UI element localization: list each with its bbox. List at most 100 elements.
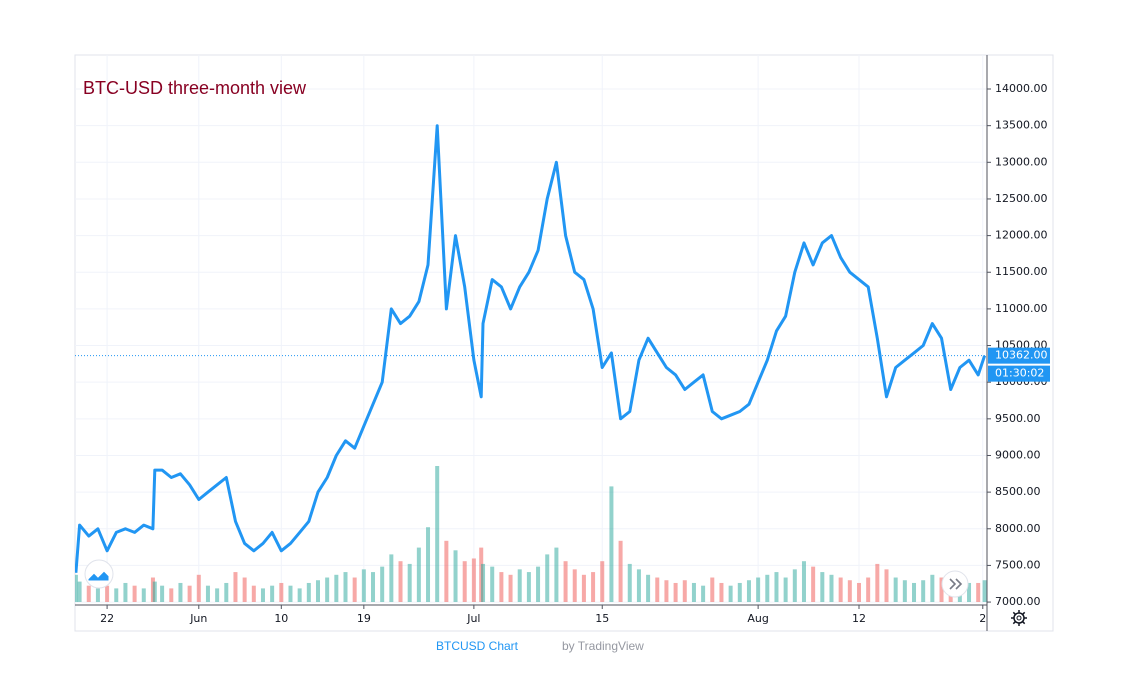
last-price-label: 10362.00	[995, 349, 1048, 362]
volume-bar	[746, 580, 751, 602]
volume-bar	[545, 554, 550, 602]
volume-bar	[426, 527, 431, 602]
volume-bar	[875, 563, 880, 602]
volume-bar	[801, 561, 806, 602]
volume-bar	[939, 577, 944, 602]
y-tick-label: 9500.00	[995, 412, 1041, 425]
volume-bar	[86, 585, 91, 602]
volume-bar	[334, 574, 339, 602]
y-tick-label: 8500.00	[995, 485, 1041, 498]
volume-bar	[389, 554, 394, 602]
volume-bar	[95, 588, 100, 602]
volume-bar	[710, 577, 715, 602]
volume-bar	[866, 577, 871, 602]
volume-bar	[141, 588, 146, 602]
volume-bar	[352, 577, 357, 602]
y-tick-label: 8000.00	[995, 522, 1041, 535]
volume-bar	[462, 561, 467, 602]
plot-layer	[75, 124, 987, 573]
volume-bar	[967, 582, 972, 602]
volume-bar	[196, 574, 201, 602]
volume-bar	[114, 588, 119, 602]
volume-layer	[75, 466, 987, 602]
volume-bar	[526, 572, 531, 602]
volume-bar	[783, 577, 788, 602]
volume-bar	[75, 574, 78, 602]
volume-bar	[178, 582, 183, 602]
y-tick-label: 13000.00	[995, 155, 1048, 168]
volume-bar	[306, 582, 311, 602]
volume-bar	[160, 585, 165, 602]
volume-bar	[444, 540, 449, 602]
volume-bar	[105, 585, 110, 602]
y-tick-label: 9000.00	[995, 448, 1041, 461]
volume-bar	[242, 577, 247, 602]
volume-bar	[517, 569, 522, 602]
volume-bar	[976, 582, 981, 602]
settings-button[interactable]	[1011, 610, 1027, 626]
volume-bar	[152, 581, 157, 602]
volume-bar	[811, 566, 816, 602]
volume-bar	[77, 581, 82, 602]
volume-bar	[820, 572, 825, 602]
y-tick-label: 11500.00	[995, 265, 1048, 278]
x-tick-label: 10	[274, 612, 288, 625]
grid	[75, 55, 987, 605]
volume-bar	[856, 582, 861, 602]
volume-bar	[380, 566, 385, 602]
scroll-right-button[interactable]	[941, 570, 969, 598]
volume-bar	[646, 574, 651, 602]
volume-bar	[251, 585, 256, 602]
volume-bar	[453, 550, 458, 602]
x-tick-label: Aug	[747, 612, 768, 625]
volume-bar	[572, 569, 577, 602]
volume-bar	[270, 585, 275, 602]
volume-bar	[499, 572, 504, 602]
volume-bar	[435, 466, 440, 602]
volume-bar	[215, 588, 220, 602]
volume-bar	[187, 585, 192, 602]
volume-bar	[591, 572, 596, 602]
volume-bar	[719, 582, 724, 602]
volume-bar	[315, 580, 320, 602]
volume-bar	[627, 563, 632, 602]
y-tick-label: 13500.00	[995, 119, 1048, 132]
x-tick-label: Jul	[466, 612, 480, 625]
x-tick-label: 15	[595, 612, 609, 625]
volume-bar	[581, 574, 586, 602]
x-tick-label: 2	[979, 612, 986, 625]
volume-bar	[554, 547, 559, 602]
volume-bar	[765, 574, 770, 602]
logo-button[interactable]	[84, 559, 114, 589]
volume-bar	[297, 588, 302, 602]
volume-bar	[600, 561, 605, 602]
y-tick-label: 11000.00	[995, 302, 1048, 315]
footer-symbol[interactable]: BTCUSD Chart	[436, 639, 519, 653]
volume-bar	[664, 580, 669, 602]
chart-frame	[74, 54, 1054, 632]
chart-title: BTC-USD three-month view	[83, 78, 307, 98]
volume-bar	[279, 582, 284, 602]
volume-bar	[609, 486, 614, 602]
volume-bar	[893, 577, 898, 602]
volume-bar	[169, 588, 174, 602]
y-tick-label: 7500.00	[995, 558, 1041, 571]
volume-bar	[407, 563, 412, 602]
volume-bar	[490, 566, 495, 602]
axes: 7000.00 7500.00 8000.00 8500.00 9000.00 9500.…	[100, 82, 1050, 625]
volume-bar	[361, 569, 366, 602]
x-tick-label: 22	[100, 612, 114, 625]
volume-bar	[728, 585, 733, 602]
y-tick-label: 12000.00	[995, 229, 1048, 242]
volume-bar	[982, 580, 987, 602]
volume-bar	[481, 563, 486, 602]
volume-bar	[233, 572, 238, 602]
countdown-label: 01:30:02	[995, 367, 1044, 380]
y-tick-label: 14000.00	[995, 82, 1048, 95]
x-tick-label: Jun	[189, 612, 207, 625]
volume-bar	[508, 574, 513, 602]
volume-bar	[224, 582, 229, 602]
last-price-box	[988, 347, 1050, 364]
